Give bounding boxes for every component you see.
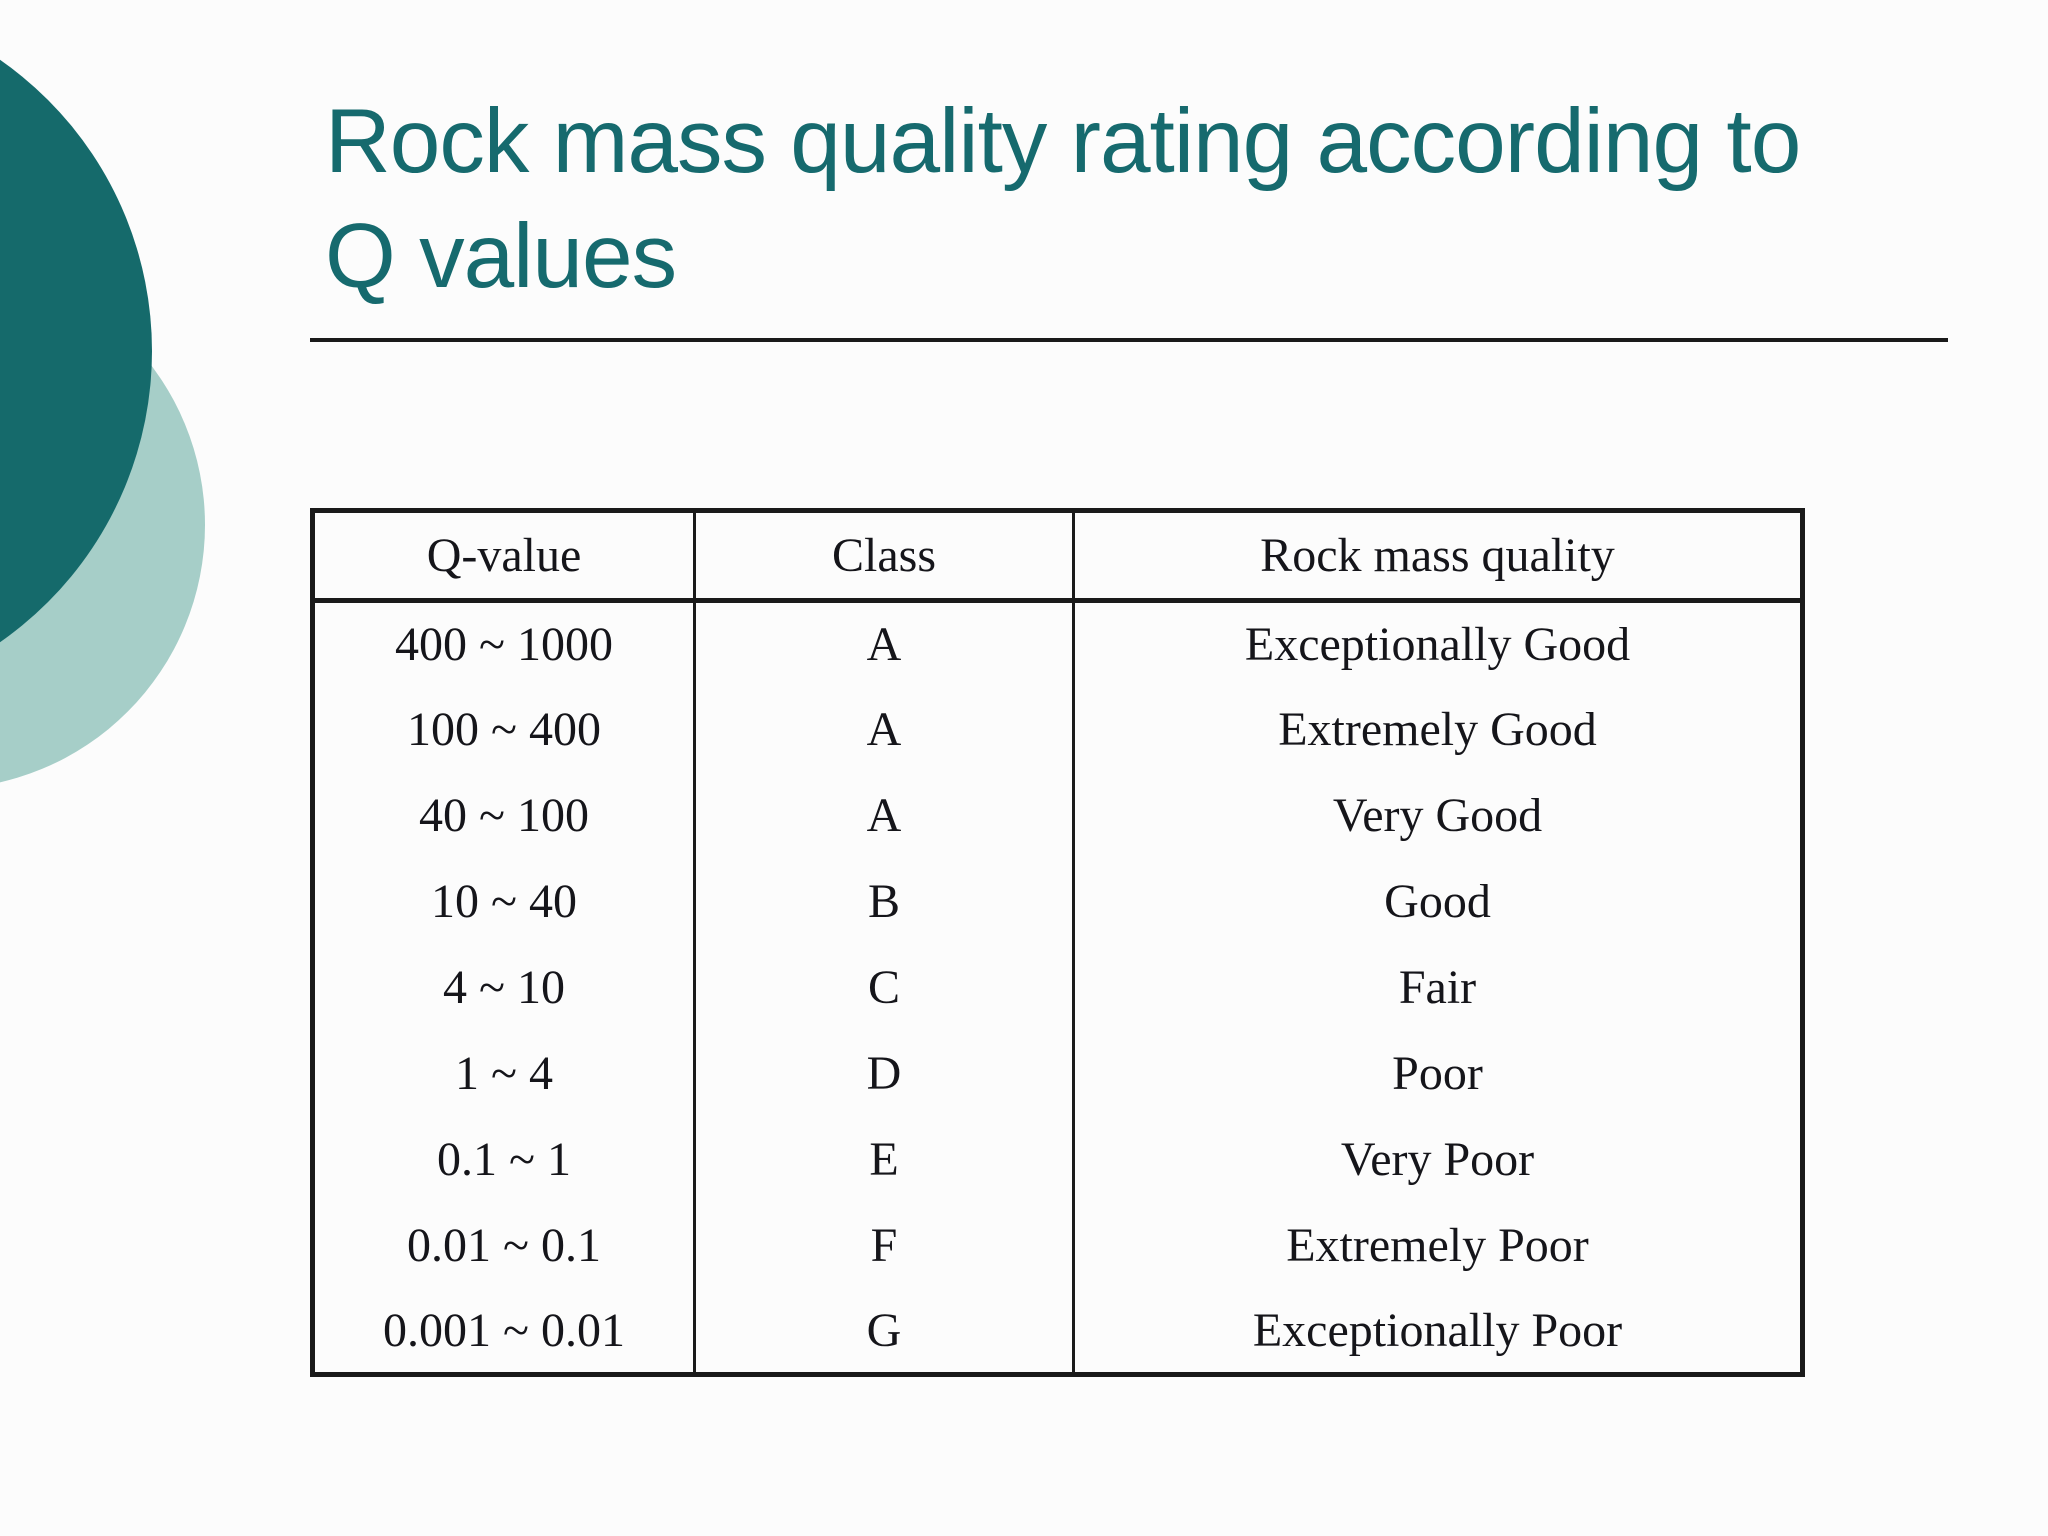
table-row: 0.001 ~ 0.01 G Exceptionally Poor — [311, 1288, 1804, 1375]
header-q-value: Q-value — [311, 510, 696, 603]
q-value-cell: 4 ~ 10 — [311, 944, 696, 1031]
quality-cell: Extremely Good — [1072, 686, 1804, 773]
quality-cell: Fair — [1072, 944, 1804, 1031]
class-cell: B — [693, 858, 1075, 945]
quality-cell: Extremely Poor — [1072, 1202, 1804, 1289]
class-cell: E — [693, 1116, 1075, 1203]
q-value-cell: 0.1 ~ 1 — [311, 1116, 696, 1203]
q-value-cell: 40 ~ 100 — [311, 772, 696, 859]
table-row: 1 ~ 4 D Poor — [311, 1030, 1804, 1117]
table-row: 40 ~ 100 A Very Good — [311, 772, 1804, 859]
quality-cell: Poor — [1072, 1030, 1804, 1117]
table-row: 10 ~ 40 B Good — [311, 858, 1804, 945]
slide-title-line1: Rock mass quality rating according to — [325, 91, 1801, 192]
q-value-cell: 10 ~ 40 — [311, 858, 696, 945]
quality-cell: Very Good — [1072, 772, 1804, 859]
table-row: 4 ~ 10 C Fair — [311, 944, 1804, 1031]
class-cell: A — [693, 772, 1075, 859]
q-value-cell: 100 ~ 400 — [311, 686, 696, 773]
table-row: 0.01 ~ 0.1 F Extremely Poor — [311, 1202, 1804, 1289]
q-value-cell: 0.001 ~ 0.01 — [311, 1288, 696, 1375]
table-row: 400 ~ 1000 A Exceptionally Good — [311, 600, 1804, 687]
q-value-table: Q-value Class Rock mass quality 400 ~ 10… — [310, 508, 1805, 1377]
class-cell: F — [693, 1202, 1075, 1289]
q-value-cell: 0.01 ~ 0.1 — [311, 1202, 696, 1289]
quality-cell: Very Poor — [1072, 1116, 1804, 1203]
class-cell: G — [693, 1288, 1075, 1375]
header-class: Class — [693, 510, 1075, 603]
quality-cell: Exceptionally Good — [1072, 600, 1804, 687]
slide-title: Rock mass quality rating according to Q … — [325, 84, 1945, 314]
class-cell: C — [693, 944, 1075, 1031]
quality-cell: Exceptionally Poor — [1072, 1288, 1804, 1375]
table-body: 400 ~ 1000 A Exceptionally Good 100 ~ 40… — [311, 600, 1804, 1375]
table-header-row: Q-value Class Rock mass quality — [311, 510, 1804, 603]
header-rock-mass-quality: Rock mass quality — [1072, 510, 1804, 603]
q-value-cell: 400 ~ 1000 — [311, 600, 696, 687]
q-value-cell: 1 ~ 4 — [311, 1030, 696, 1117]
slide-title-line2: Q values — [325, 206, 677, 307]
class-cell: D — [693, 1030, 1075, 1117]
table-row: 0.1 ~ 1 E Very Poor — [311, 1116, 1804, 1203]
class-cell: A — [693, 686, 1075, 773]
table-row: 100 ~ 400 A Extremely Good — [311, 686, 1804, 773]
quality-cell: Good — [1072, 858, 1804, 945]
class-cell: A — [693, 600, 1075, 687]
title-divider-line — [310, 338, 1948, 342]
